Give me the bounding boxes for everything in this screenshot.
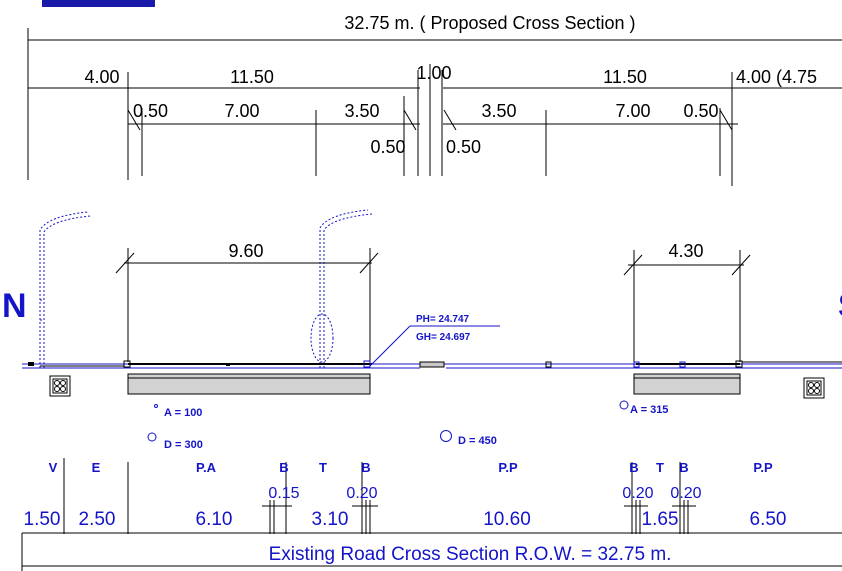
manhole-right: [803, 377, 825, 399]
gh-label: GH= 24.697: [416, 332, 471, 343]
proposed-top-dim-2: 11.50: [230, 67, 274, 87]
d2-label: D = 450: [458, 435, 497, 447]
north-label: N: [2, 287, 27, 325]
pipe-d300-icon: [147, 432, 157, 442]
small-dim-3: 0.20: [622, 485, 653, 502]
code-t1: T: [319, 460, 327, 475]
code-v: V: [49, 460, 58, 475]
proposed-mid-dim-5: 7.00: [615, 101, 650, 121]
existing-title: Existing Road Cross Section R.O.W. = 32.…: [269, 544, 672, 565]
pipe-d450-icon: [440, 430, 452, 442]
callout-leader: [369, 325, 411, 367]
width-1: 1.50: [24, 509, 61, 530]
small-dim-4: 0.20: [670, 485, 701, 502]
a2-label: A = 315: [630, 404, 668, 416]
dimension-4-30: [623, 250, 751, 362]
code-b3: B: [629, 460, 638, 475]
code-b1: B: [279, 460, 288, 475]
width-7: 6.50: [750, 509, 787, 530]
proposed-low-dim-1: 0.50: [370, 137, 405, 157]
existing-dimension-lines: [21, 458, 842, 571]
proposed-dimension-lines: [27, 28, 842, 186]
code-b2: B: [361, 460, 370, 475]
code-t2: T: [656, 460, 664, 475]
dim-left-label: 9.60: [228, 241, 263, 261]
proposed-low-dim-2: 0.50: [446, 137, 481, 157]
width-6: 1.65: [642, 509, 679, 530]
ph-label: PH= 24.747: [416, 314, 470, 325]
slab-right: [633, 373, 741, 395]
slab-left: [127, 373, 371, 395]
pipe-a315-icon: [619, 400, 629, 410]
width-2: 2.50: [79, 509, 116, 530]
code-pp2: P.P: [753, 460, 773, 475]
proposed-mid-dim-3: 3.50: [344, 101, 379, 121]
proposed-mid-dim-6: 0.50: [683, 101, 718, 121]
proposed-top-dim-4: 11.50: [603, 67, 647, 87]
code-pp1: P.P: [498, 460, 518, 475]
dim-right-label: 4.30: [668, 241, 703, 261]
proposed-title: 32.75 m. ( Proposed Cross Section ): [344, 13, 635, 33]
proposed-mid-dim-4: 3.50: [481, 101, 516, 121]
a1-label: A = 100: [164, 407, 202, 419]
width-4: 3.10: [312, 509, 349, 530]
small-dim-2: 0.20: [346, 485, 377, 502]
lamp-post-left: [39, 211, 91, 368]
ground-level: [22, 360, 842, 369]
proposed-mid-dim-2: 7.00: [224, 101, 259, 121]
small-dim-1: 0.15: [268, 485, 299, 502]
header-bar: [42, 0, 155, 7]
lamp-post-center: [310, 209, 373, 368]
proposed-top-dim-1: 4.00: [84, 67, 119, 87]
d1-label: D = 300: [164, 439, 203, 451]
proposed-top-dim-3: 1.00: [416, 63, 451, 83]
width-3: 6.10: [196, 509, 233, 530]
code-pa: P.A: [196, 460, 217, 475]
proposed-top-dim-5: 4.00 (4.75: [736, 67, 817, 87]
width-5: 10.60: [483, 509, 531, 530]
proposed-mid-dim-1: 0.50: [133, 101, 168, 121]
code-b4: B: [679, 460, 688, 475]
pipe-a100-icon: [154, 404, 158, 408]
manhole-left: [49, 375, 71, 397]
south-label: S: [838, 287, 842, 325]
dimension-9-60: [115, 248, 379, 362]
code-e: E: [92, 460, 101, 475]
